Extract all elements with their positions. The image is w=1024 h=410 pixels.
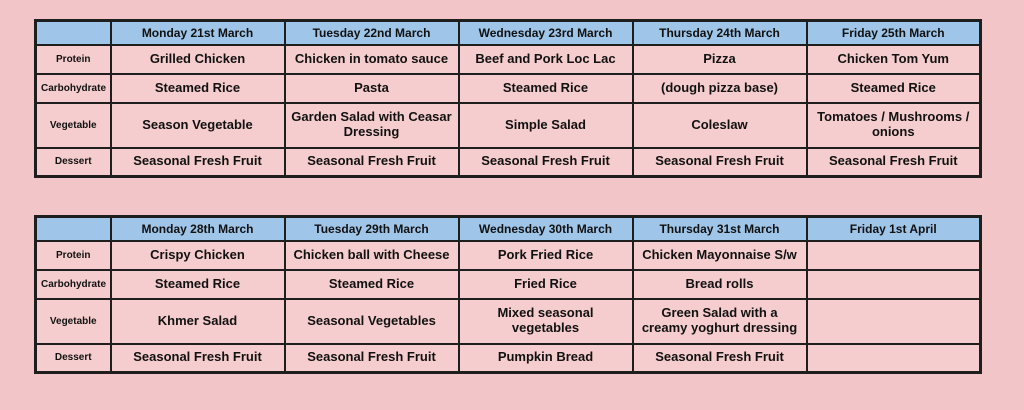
week2-corner-cell <box>34 215 112 242</box>
menu-cell: Pork Fried Rice <box>457 239 634 271</box>
row-label-protein: Protein <box>34 239 112 271</box>
week2-dessert-row: Dessert Seasonal Fresh Fruit Seasonal Fr… <box>34 342 982 374</box>
menu-cell: Steamed Rice <box>805 72 982 104</box>
week2-protein-row: Protein Crispy Chicken Chicken ball with… <box>34 239 982 271</box>
menu-cell <box>805 268 982 300</box>
menu-cell: Green Salad with a creamy yoghurt dressi… <box>631 297 808 345</box>
week1-dessert-row: Dessert Seasonal Fresh Fruit Seasonal Fr… <box>34 146 982 178</box>
menu-cell: Seasonal Fresh Fruit <box>109 146 286 178</box>
menu-cell: Simple Salad <box>457 101 634 149</box>
menu-cell: Pasta <box>283 72 460 104</box>
week1-day-header-wednesday: Wednesday 23rd March <box>457 19 634 46</box>
week1-carbohydrate-row: Carbohydrate Steamed Rice Pasta Steamed … <box>34 72 982 104</box>
week2-day-header-thursday: Thursday 31st March <box>631 215 808 242</box>
menu-cell: Chicken in tomato sauce <box>283 43 460 75</box>
menu-cell: (dough pizza base) <box>631 72 808 104</box>
menu-cell: Steamed Rice <box>109 72 286 104</box>
row-label-protein: Protein <box>34 43 112 75</box>
week1-day-header-thursday: Thursday 24th March <box>631 19 808 46</box>
menu-cell: Pumpkin Bread <box>457 342 634 374</box>
menu-cell: Seasonal Fresh Fruit <box>283 342 460 374</box>
menu-page: Monday 21st March Tuesday 22nd March Wed… <box>34 19 982 374</box>
menu-cell: Steamed Rice <box>109 268 286 300</box>
menu-cell: Grilled Chicken <box>109 43 286 75</box>
week2-day-header-tuesday: Tuesday 29th March <box>283 215 460 242</box>
menu-cell: Mixed seasonal vegetables <box>457 297 634 345</box>
row-label-vegetable: Vegetable <box>34 297 112 345</box>
menu-cell <box>805 342 982 374</box>
menu-cell: Garden Salad with Ceasar Dressing <box>283 101 460 149</box>
menu-cell: Seasonal Fresh Fruit <box>631 146 808 178</box>
menu-cell: Steamed Rice <box>457 72 634 104</box>
row-label-vegetable: Vegetable <box>34 101 112 149</box>
week2-header-row: Monday 28th March Tuesday 29th March Wed… <box>34 215 982 242</box>
row-label-dessert: Dessert <box>34 342 112 374</box>
week2-day-header-friday: Friday 1st April <box>805 215 982 242</box>
menu-cell <box>805 239 982 271</box>
week2-vegetable-row: Vegetable Khmer Salad Seasonal Vegetable… <box>34 297 982 345</box>
row-label-carbohydrate: Carbohydrate <box>34 72 112 104</box>
week2-day-header-wednesday: Wednesday 30th March <box>457 215 634 242</box>
menu-cell: Chicken Mayonnaise S/w <box>631 239 808 271</box>
week2-day-header-monday: Monday 28th March <box>109 215 286 242</box>
week1-protein-row: Protein Grilled Chicken Chicken in tomat… <box>34 43 982 75</box>
menu-cell: Bread rolls <box>631 268 808 300</box>
menu-table-week1: Monday 21st March Tuesday 22nd March Wed… <box>34 19 982 178</box>
menu-cell: Chicken ball with Cheese <box>283 239 460 271</box>
week1-day-header-monday: Monday 21st March <box>109 19 286 46</box>
week1-vegetable-row: Vegetable Season Vegetable Garden Salad … <box>34 101 982 149</box>
week1-day-header-tuesday: Tuesday 22nd March <box>283 19 460 46</box>
week1-corner-cell <box>34 19 112 46</box>
menu-cell: Crispy Chicken <box>109 239 286 271</box>
menu-cell: Khmer Salad <box>109 297 286 345</box>
menu-cell: Coleslaw <box>631 101 808 149</box>
menu-cell: Seasonal Fresh Fruit <box>109 342 286 374</box>
menu-table-week2: Monday 28th March Tuesday 29th March Wed… <box>34 215 982 374</box>
row-label-dessert: Dessert <box>34 146 112 178</box>
menu-cell: Season Vegetable <box>109 101 286 149</box>
menu-cell: Seasonal Vegetables <box>283 297 460 345</box>
menu-cell: Seasonal Fresh Fruit <box>457 146 634 178</box>
week1-header-row: Monday 21st March Tuesday 22nd March Wed… <box>34 19 982 46</box>
week1-day-header-friday: Friday 25th March <box>805 19 982 46</box>
menu-cell: Chicken Tom Yum <box>805 43 982 75</box>
menu-cell: Beef and Pork Loc Lac <box>457 43 634 75</box>
menu-cell: Tomatoes / Mushrooms / onions <box>805 101 982 149</box>
menu-cell: Pizza <box>631 43 808 75</box>
menu-cell: Fried Rice <box>457 268 634 300</box>
menu-cell <box>805 297 982 345</box>
menu-cell: Steamed Rice <box>283 268 460 300</box>
row-label-carbohydrate: Carbohydrate <box>34 268 112 300</box>
menu-cell: Seasonal Fresh Fruit <box>805 146 982 178</box>
menu-cell: Seasonal Fresh Fruit <box>283 146 460 178</box>
menu-cell: Seasonal Fresh Fruit <box>631 342 808 374</box>
week2-carbohydrate-row: Carbohydrate Steamed Rice Steamed Rice F… <box>34 268 982 300</box>
